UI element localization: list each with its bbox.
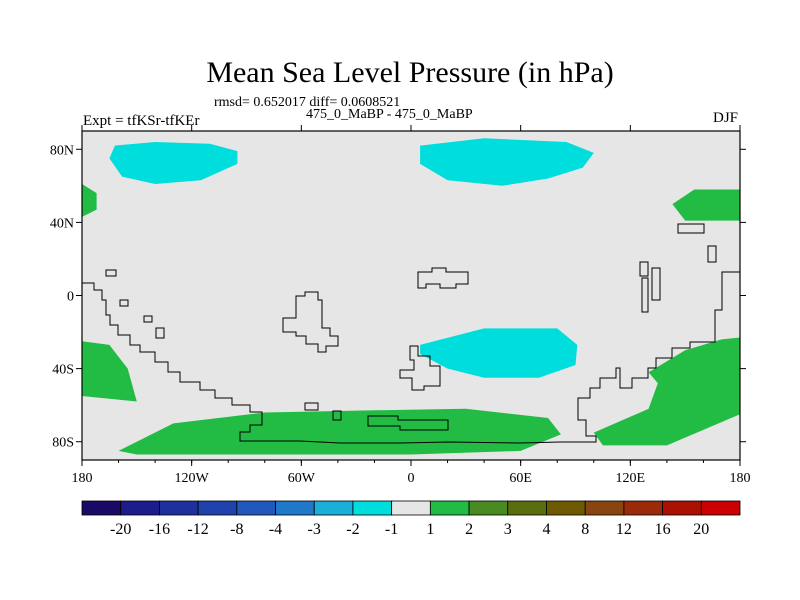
colorbar-box [81, 500, 122, 516]
experiment-label: Expt = tfKSr-tfKEr [83, 113, 200, 129]
chart-title: Mean Sea Level Pressure (in hPa) [206, 56, 614, 89]
colorbar-label: 12 [616, 521, 632, 538]
colorbar-box [700, 500, 741, 516]
stats-text: rmsd= 0.652017 diff= 0.0608521 [214, 95, 401, 110]
anomaly-region-5 [593, 337, 740, 446]
colorbar-label: -2 [346, 521, 359, 538]
colorbar-label: -20 [110, 521, 131, 538]
colorbar-box [546, 500, 586, 516]
x-tick-label: 120W [175, 471, 210, 486]
colorbar-label: -16 [149, 521, 170, 538]
colorbar-label: 16 [655, 521, 671, 538]
colorbar-label: -12 [187, 521, 208, 538]
plot-background [82, 131, 740, 460]
x-tick-label: 180 [72, 471, 93, 486]
colorbar-box [236, 500, 276, 516]
colorbar-box [623, 500, 663, 516]
x-tick-label: 180 [730, 471, 751, 486]
colorbar-label: -1 [385, 521, 398, 538]
season-label: DJF [713, 110, 739, 126]
y-tick-label: 80N [50, 143, 74, 158]
y-tick-label: 40N [50, 216, 74, 231]
colorbar-label: 20 [693, 521, 709, 538]
colorbar-label: -3 [308, 521, 321, 538]
x-tick-label: 120E [616, 471, 646, 486]
colorbar-box [468, 500, 509, 516]
chart-subtitle: 475_0_MaBP - 475_0_MaBP [306, 107, 473, 122]
colorbar-box [352, 500, 393, 516]
colorbar-label: 2 [465, 521, 473, 538]
x-tick-label: 60E [509, 471, 532, 486]
y-tick-label: 0 [67, 290, 74, 305]
anomaly-region-1 [420, 138, 594, 186]
anomaly-region-4 [82, 341, 137, 402]
y-tick-label: 80S [52, 436, 74, 451]
colorbar-box [159, 500, 199, 516]
colorbar-box [429, 500, 470, 516]
colorbar-box [584, 500, 625, 516]
colorbar-box [391, 500, 431, 516]
coastlines [82, 223, 740, 444]
colorbar-box [197, 500, 238, 516]
anomaly-region-0 [109, 142, 238, 184]
x-tick-label: 60W [288, 471, 316, 486]
x-tick-label: 0 [408, 471, 415, 486]
colorbar-box [313, 500, 354, 516]
colorbar-label: -4 [269, 521, 282, 538]
colorbar-label: 3 [504, 521, 512, 538]
colorbar-label: -8 [230, 521, 243, 538]
anomaly-region-6 [672, 189, 740, 221]
colorbar-label: 8 [581, 521, 589, 538]
anomaly-region-3 [118, 408, 561, 455]
colorbar-box [662, 500, 702, 516]
colorbar-label: 4 [543, 521, 551, 538]
anomaly-region-7 [82, 184, 97, 217]
colorbar-label: 1 [426, 521, 434, 538]
colorbar-box [507, 500, 547, 516]
colorbar-box [275, 500, 315, 516]
y-tick-label: 40S [52, 363, 74, 378]
colorbar-box [120, 500, 160, 516]
anomaly-region-2 [420, 328, 578, 378]
